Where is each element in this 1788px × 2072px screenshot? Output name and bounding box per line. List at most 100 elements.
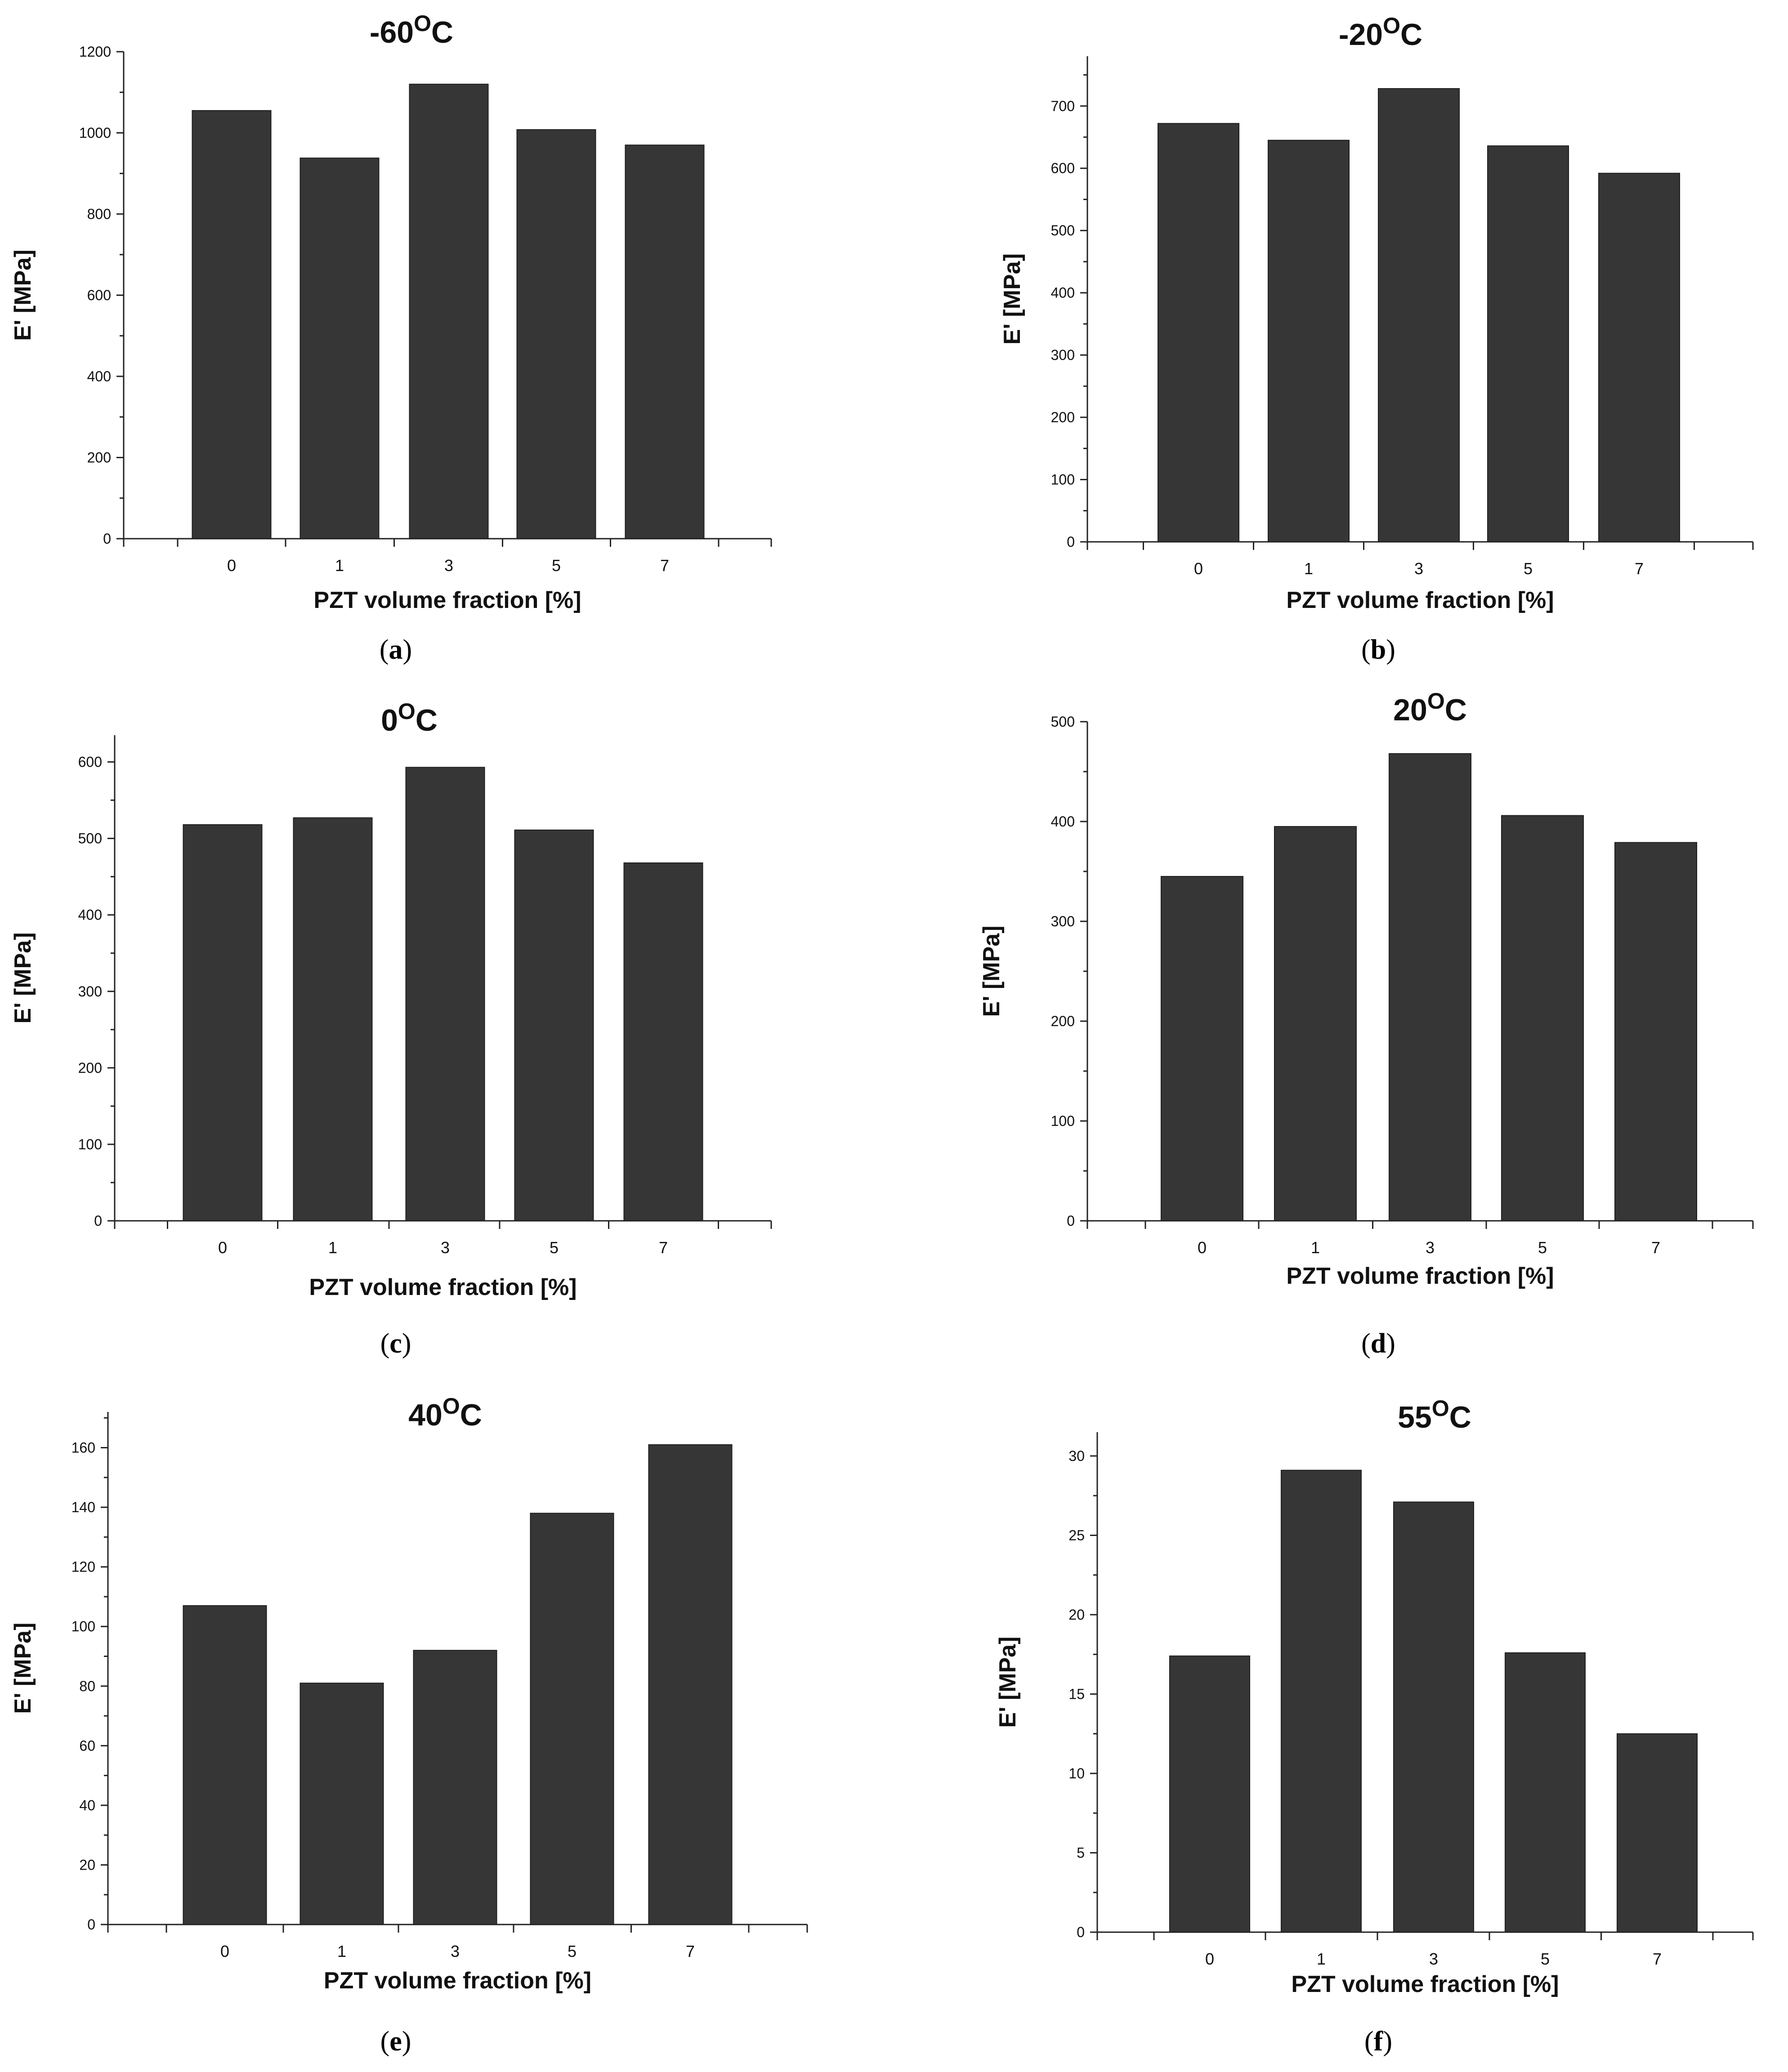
y-tick-label: 60 <box>79 1737 95 1754</box>
bar-7 <box>1614 842 1697 1221</box>
bar-1 <box>1274 826 1357 1221</box>
y-tick-label: 0 <box>1067 534 1075 550</box>
x-tick-label: 5 <box>550 1238 559 1257</box>
x-tick-label: 5 <box>1541 1950 1550 1968</box>
x-tick-label: 1 <box>337 1942 346 1960</box>
x-tick-label: 5 <box>1524 559 1533 578</box>
x-tick-label: 1 <box>335 556 344 575</box>
bar-1 <box>299 157 380 539</box>
x-tick-label: 3 <box>1426 1238 1435 1257</box>
y-tick-label: 400 <box>87 368 111 384</box>
bar-0 <box>1169 1655 1250 1933</box>
bar-5 <box>1501 815 1584 1222</box>
x-tick-label: 1 <box>1317 1950 1326 1968</box>
bar-3 <box>413 1650 497 1925</box>
x-axis-title: PZT volume fraction [%] <box>324 1968 591 1994</box>
y-tick-label: 1000 <box>79 125 111 141</box>
bar-1 <box>299 1683 384 1925</box>
x-tick-label: 3 <box>1414 559 1423 578</box>
panel-c: 0OC 0 100 200 300 400 500 600 0 1 3 5 7 PZT volume fr… <box>10 699 772 1359</box>
y-tick-label: 400 <box>78 907 102 923</box>
y-tick-label: 600 <box>87 287 111 304</box>
y-tick-label: 0 <box>1067 1213 1075 1229</box>
panel-b: -20OC 0 100 200 300 400 500 600 700 0 1 3 5 7 PZT volu… <box>999 13 1754 665</box>
x-tick-label: 7 <box>1653 1950 1662 1968</box>
y-tick-label: 100 <box>1051 1113 1075 1129</box>
panel-caption: (a) <box>380 634 412 665</box>
y-tick-label: 120 <box>72 1559 95 1575</box>
y-tick-label: 100 <box>78 1136 102 1152</box>
bar-1 <box>293 817 373 1221</box>
y-tick-label: 0 <box>1077 1924 1085 1940</box>
y-tick-label: 25 <box>1068 1527 1085 1543</box>
x-tick-label: 3 <box>1429 1950 1438 1968</box>
y-tick-label: 200 <box>87 450 111 466</box>
y-axis-title: E' [MPa] <box>10 250 36 341</box>
x-tick-label: 7 <box>660 556 669 575</box>
bar-3 <box>1378 88 1460 542</box>
panel-caption: (c) <box>380 1328 411 1359</box>
bar-1 <box>1268 139 1350 542</box>
panel-title: 20OC <box>1393 688 1467 727</box>
y-axis-title: E' [MPa] <box>979 925 1005 1017</box>
y-tick-label: 600 <box>78 754 102 770</box>
y-tick-label: 15 <box>1068 1686 1085 1702</box>
panel-title: -60OC <box>370 11 453 49</box>
panel-f: 55OC 0 5 10 15 20 25 30 0 1 3 5 7 PZT volume fraction… <box>995 1396 1754 2057</box>
panel-e: 40OC 0 20 40 60 80 100 120 140 160 0 1 3 5 7 PZT volume… <box>10 1393 808 2057</box>
y-tick-label: 160 <box>72 1440 95 1456</box>
panel-a: -60OC 0 200 400 600 800 1000 1200 0 1 3 5 7 PZT volum… <box>10 11 772 665</box>
bar-3 <box>1393 1501 1474 1933</box>
y-tick-label: 300 <box>78 983 102 1000</box>
y-tick-label: 1200 <box>79 44 111 60</box>
y-tick-label: 300 <box>1051 347 1075 363</box>
x-tick-label: 7 <box>659 1238 668 1257</box>
y-tick-label: 5 <box>1077 1844 1085 1861</box>
panel-title: -20OC <box>1339 13 1422 52</box>
y-tick-label: 800 <box>87 206 111 222</box>
y-tick-label: 200 <box>1051 409 1075 425</box>
y-tick-label: 500 <box>78 831 102 847</box>
x-axis-title: PZT volume fraction [%] <box>1291 1971 1559 1997</box>
y-tick-label: 10 <box>1068 1765 1085 1782</box>
x-tick-label: 1 <box>1311 1238 1320 1257</box>
bar-7 <box>648 1444 733 1925</box>
bar-0 <box>183 1605 267 1925</box>
y-tick-label: 0 <box>94 1213 102 1229</box>
bar-0 <box>192 110 272 540</box>
bar-3 <box>405 767 485 1222</box>
bar-0 <box>183 824 263 1221</box>
panel-d: 20OC 0 100 200 300 400 500 0 1 3 5 7 PZT volume frac… <box>979 688 1754 1359</box>
y-tick-label: 400 <box>1051 285 1075 301</box>
bar-3 <box>409 84 489 539</box>
panel-caption: (d) <box>1361 1328 1395 1359</box>
bar-5 <box>514 829 594 1221</box>
y-tick-label: 600 <box>1051 160 1075 176</box>
y-tick-label: 40 <box>79 1797 95 1813</box>
x-axis-title: PZT volume fraction [%] <box>1286 587 1554 613</box>
x-tick-label: 5 <box>1538 1238 1547 1257</box>
y-tick-label: 200 <box>1051 1013 1075 1029</box>
panel-title: 40OC <box>408 1393 482 1432</box>
panel-title: 0OC <box>381 699 438 737</box>
bar-7 <box>623 862 703 1221</box>
y-tick-label: 140 <box>72 1499 95 1515</box>
y-tick-label: 100 <box>72 1618 95 1634</box>
x-tick-label: 0 <box>220 1942 229 1960</box>
bar-5 <box>530 1513 614 1925</box>
x-tick-label: 0 <box>218 1238 227 1257</box>
x-tick-label: 0 <box>227 556 236 575</box>
y-tick-label: 500 <box>1051 223 1075 239</box>
y-axis-title: E' [MPa] <box>10 1622 36 1714</box>
bar-5 <box>1487 145 1569 542</box>
bar-5 <box>516 129 596 539</box>
y-tick-label: 20 <box>1068 1607 1085 1623</box>
x-tick-label: 5 <box>552 556 561 575</box>
panel-title: 55OC <box>1398 1396 1471 1434</box>
y-tick-label: 0 <box>87 1916 95 1933</box>
x-tick-label: 3 <box>441 1238 450 1257</box>
x-tick-label: 0 <box>1205 1950 1214 1968</box>
y-tick-label: 200 <box>78 1060 102 1076</box>
panel-caption: (e) <box>380 2026 411 2057</box>
